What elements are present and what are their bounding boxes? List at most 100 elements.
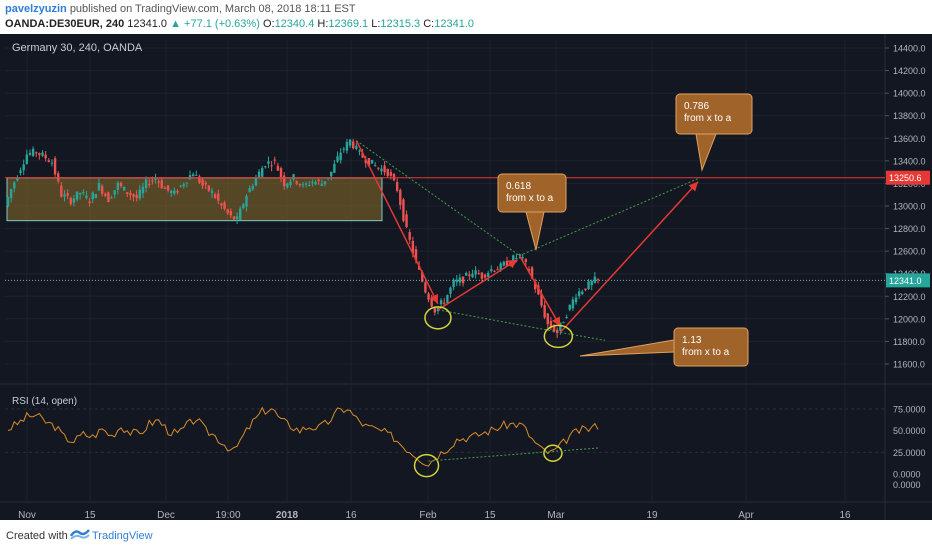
candle-body	[16, 177, 19, 181]
candle-body	[273, 159, 276, 161]
candle-body	[88, 201, 91, 204]
candle-body	[144, 179, 148, 188]
candle-body	[314, 181, 317, 185]
rsi-tick-label: 0.0000	[893, 480, 921, 490]
candle-body	[289, 181, 292, 186]
footer: Created with TradingView	[0, 520, 932, 550]
candle-body	[574, 297, 578, 303]
candle-body	[251, 186, 254, 190]
high-value: 12369.1	[328, 18, 369, 30]
candle-body	[546, 313, 549, 325]
candle-body	[141, 186, 145, 194]
candle-body	[449, 287, 452, 294]
candle-body	[455, 279, 458, 283]
candle-body	[110, 197, 113, 199]
candle-body	[154, 178, 157, 180]
candle-body	[336, 156, 339, 162]
candle-body	[135, 194, 138, 199]
candle-body	[317, 179, 320, 182]
candle-body	[527, 269, 531, 272]
x-tick-label: 15	[84, 510, 96, 520]
candle-body	[577, 291, 581, 297]
last-price: 12341.0	[127, 18, 168, 30]
candle-body	[421, 272, 424, 282]
candle-body	[399, 189, 402, 205]
rsi-line	[7, 406, 599, 467]
candle-body	[333, 163, 336, 173]
candle-body	[471, 273, 474, 278]
candle-body	[345, 141, 349, 151]
candle-body	[116, 182, 120, 190]
y-tick-label: 11600.0	[893, 360, 925, 370]
candle-body	[82, 192, 85, 194]
candle-body	[185, 182, 189, 184]
rsi-divergence-line	[428, 447, 599, 462]
rsi-pivot-circle	[543, 444, 563, 462]
candle-body	[242, 204, 245, 209]
candle-body	[169, 190, 173, 194]
candle-body	[339, 152, 342, 161]
rsi-pivot-circle	[413, 453, 440, 478]
callout-box	[675, 93, 753, 135]
x-tick-label: 2018	[276, 510, 299, 520]
candle-body	[166, 185, 170, 191]
low-value: 12315.3	[380, 18, 421, 30]
candle-body	[176, 190, 179, 193]
candle-body	[113, 190, 116, 195]
callout-text: from x to a	[506, 193, 554, 204]
candle-body	[373, 165, 377, 167]
candle-body	[132, 194, 135, 197]
candle-body	[348, 139, 352, 146]
author-link[interactable]: pavelzyuzin	[5, 3, 67, 15]
candle-body	[66, 193, 69, 196]
symbol-label: OANDA:DE30EUR, 240	[5, 18, 125, 30]
y-tick-label: 13800.0	[893, 111, 926, 121]
candle-body	[188, 175, 192, 180]
callout-box	[673, 327, 749, 367]
candle-body	[207, 185, 211, 191]
current-price-tag	[886, 273, 930, 288]
candle-body	[364, 159, 367, 164]
candle-body	[210, 190, 214, 194]
candle-body	[395, 182, 399, 191]
callout-pointer	[525, 211, 545, 251]
candle-body	[292, 174, 295, 180]
y-tick-label: 13000.0	[893, 202, 926, 212]
created-with-label: Created with	[6, 530, 68, 542]
fib-dotted-line	[519, 177, 701, 257]
candle-body	[408, 232, 411, 240]
candle-body	[402, 199, 405, 221]
candles	[6, 138, 600, 338]
callout-text: 0.618	[506, 181, 531, 192]
candle-body	[248, 188, 251, 193]
y-tick-label: 11800.0	[893, 337, 925, 347]
y-tick-label: 14000.0	[893, 89, 926, 99]
pivot-circle	[543, 324, 574, 349]
pattern-arrow	[518, 255, 561, 327]
candle-body	[41, 152, 44, 156]
candle-body	[518, 254, 521, 256]
candle-body	[559, 322, 562, 331]
chart-area[interactable]: 0.786 from x to a 0.618 from x to a 1.13 from…	[0, 34, 932, 520]
candle-body	[173, 190, 176, 194]
candle-body	[100, 185, 104, 194]
tradingview-logo-icon[interactable]	[70, 527, 90, 541]
y-tick-label: 12600.0	[893, 247, 926, 257]
candle-body	[439, 300, 443, 305]
callout-text: 1.13	[682, 335, 702, 346]
candle-body	[311, 181, 314, 183]
candle-body	[323, 181, 327, 185]
candle-body	[94, 194, 98, 199]
candle-body	[151, 180, 154, 182]
consolidation-box	[6, 177, 383, 222]
tradingview-link[interactable]: TradingView	[92, 530, 153, 542]
candle-body	[587, 281, 590, 290]
candle-body	[308, 185, 311, 187]
candle-body	[540, 293, 543, 306]
callout-text: 0.786	[684, 101, 709, 112]
y-tick-label: 13400.0	[893, 156, 926, 166]
x-tick-label: Nov	[18, 510, 36, 520]
candle-body	[443, 302, 446, 304]
